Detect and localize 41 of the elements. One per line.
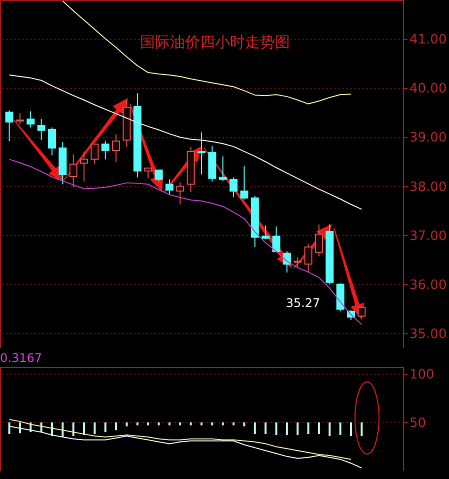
- candlestick: [90, 144, 99, 165]
- annotation: 35.27: [286, 296, 320, 310]
- y-tick-label: 41.00: [410, 32, 447, 48]
- text: 国际油价四小时走势图: [140, 33, 290, 51]
- candlestick: [5, 110, 14, 142]
- y-tick-label: 40.00: [410, 82, 447, 97]
- y-tick-label: 35.00: [410, 326, 447, 342]
- candlestick: [165, 178, 174, 195]
- candlestick: [154, 170, 163, 182]
- candlestick: [294, 256, 302, 268]
- candlestick: [262, 224, 270, 240]
- candlestick: [176, 182, 184, 205]
- text: 0.3167: [0, 351, 42, 365]
- candlestick: [304, 244, 312, 274]
- candlestick: [26, 110, 35, 128]
- line-series: [8, 158, 362, 325]
- candlestick: [218, 156, 227, 182]
- y-tick-label: 36.00: [410, 278, 447, 293]
- candlestick: [314, 224, 323, 257]
- candlestick: [80, 150, 88, 182]
- y-tick-label: 50: [410, 416, 426, 431]
- candlestick: [37, 118, 46, 141]
- y-tick-label: 37.00: [410, 228, 447, 244]
- candlestick: [198, 132, 206, 175]
- line-series: [62, 0, 352, 104]
- candlestick: [69, 154, 78, 188]
- y-tick-label: 38.00: [410, 180, 447, 195]
- y-tick-label: 39.00: [410, 130, 447, 146]
- candlestick: [272, 226, 280, 253]
- candlestick: [144, 168, 152, 179]
- line-series: [8, 74, 362, 210]
- candlestick: [16, 112, 24, 125]
- candlestick: [101, 140, 110, 160]
- line-series: [8, 426, 362, 469]
- candlestick: [240, 166, 248, 200]
- y-tick-label: 100: [410, 367, 434, 382]
- line-series: [8, 418, 352, 460]
- candlestick: [230, 176, 238, 198]
- candlestick: [358, 306, 366, 318]
- candlestick: [48, 126, 56, 156]
- candlestick: [112, 134, 120, 163]
